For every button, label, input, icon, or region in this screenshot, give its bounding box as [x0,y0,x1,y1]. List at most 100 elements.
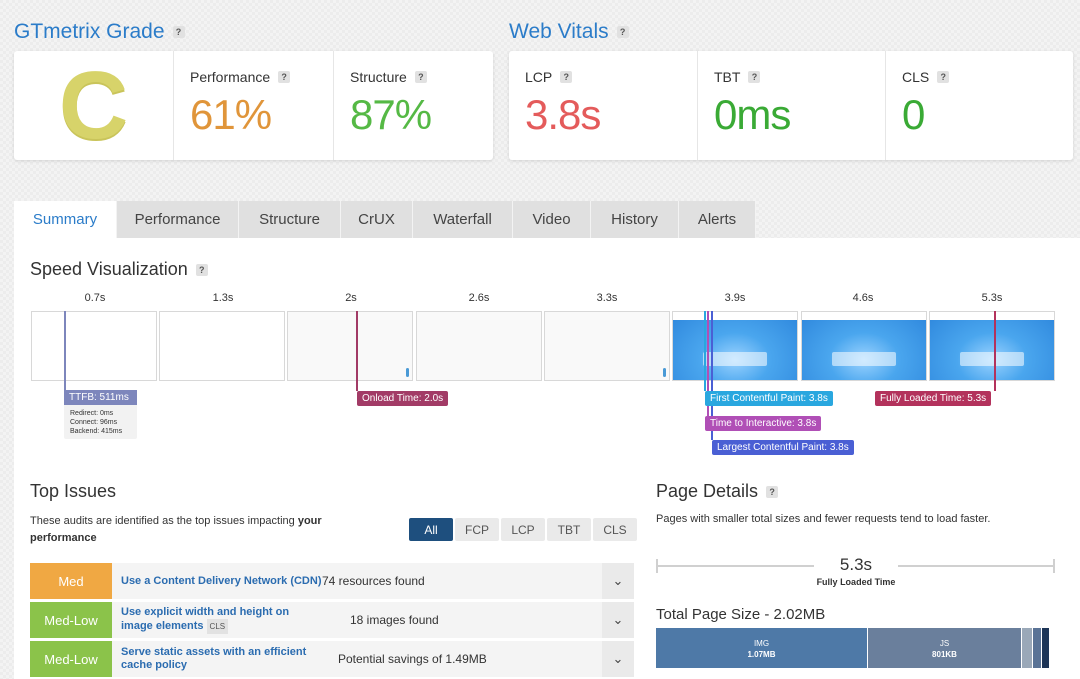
issue-found: 74 resources found [322,574,425,588]
lcp-metric: LCP ? 3.8s [509,51,697,160]
fcp-marker: First Contentful Paint: 3.8s [705,391,833,406]
issue-row[interactable]: Med Use a Content Delivery Network (CDN)… [30,563,634,599]
filmstrip-frame[interactable] [801,311,927,381]
web-vitals-card: LCP ? 3.8s TBT ? 0ms CLS ? 0 [509,51,1073,160]
tab-alerts[interactable]: Alerts [679,201,756,238]
cls-value: 0 [902,91,925,138]
page-details-description: Pages with smaller total sizes and fewer… [656,513,991,525]
issue-title[interactable]: Use explicit width and height on image e… [121,606,290,634]
help-icon[interactable]: ? [560,71,573,83]
timeline-end [1053,559,1055,573]
issue-title[interactable]: Serve static assets with an efficient ca… [121,646,307,671]
help-icon[interactable]: ? [748,71,761,83]
fully-loaded-value: 5.3s [814,555,898,575]
chevron-down-icon[interactable]: ⌄ [602,563,634,599]
severity-badge: Med-Low [30,641,112,677]
lcp-label: LCP [525,69,553,85]
help-icon[interactable]: ? [937,71,950,83]
web-vitals-title: Web Vitals [509,20,609,43]
issue-title[interactable]: Use a Content Delivery Network (CDN) [121,574,322,587]
web-vitals-heading: Web Vitals ? [509,20,629,44]
frame-time-label: 2s [345,292,357,304]
frame-time-label: 0.7s [84,292,106,304]
fully-loaded-label: Fully Loaded Time [816,577,896,587]
filmstrip-frame[interactable] [544,311,670,381]
severity-badge: Med [30,563,112,599]
help-icon[interactable]: ? [172,26,185,38]
help-icon[interactable]: ? [278,71,291,83]
issue-found: Potential savings of 1.49MB [338,652,487,666]
filmstrip-frame[interactable] [159,311,285,381]
onload-marker: Onload Time: 2.0s [357,391,449,406]
ttfb-tooltip: TTFB: 511ms Redirect: 0ms Connect: 96ms … [64,390,137,439]
cls-label: CLS [902,69,930,85]
tab-performance[interactable]: Performance [117,201,239,238]
tab-summary[interactable]: Summary [14,201,117,238]
chevron-down-icon[interactable]: ⌄ [602,641,634,677]
filter-cls[interactable]: CLS [593,518,637,541]
other-size-bar[interactable] [1022,628,1032,668]
onload-line [356,311,358,391]
tab-history[interactable]: History [591,201,679,238]
tbt-label: TBT [714,69,741,85]
issue-row[interactable]: Med-Low Use explicit width and height on… [30,602,634,638]
filter-lcp[interactable]: LCP [501,518,545,541]
tab-structure[interactable]: Structure [239,201,341,238]
performance-label: Performance [190,69,271,85]
tbt-metric: TBT ? 0ms [697,51,885,160]
filmstrip-frame[interactable] [672,311,798,381]
severity-badge: Med-Low [30,602,112,638]
grade-letter-box: C [14,51,173,160]
frame-time-label: 4.6s [852,292,874,304]
help-icon[interactable]: ? [414,71,427,83]
fully-loaded-line [994,311,996,391]
filmstrip-frame[interactable] [929,311,1055,381]
fully-loaded-marker: Fully Loaded Time: 5.3s [875,391,992,406]
issue-row[interactable]: Med-Low Serve static assets with an effi… [30,641,634,677]
loading-icon [406,368,409,377]
page-details-title: Page Details [656,481,759,501]
ttfb-line [64,311,66,391]
js-label: JS [939,639,950,648]
help-icon[interactable]: ? [766,485,779,498]
tab-waterfall[interactable]: Waterfall [413,201,513,238]
filmstrip-frame[interactable] [287,311,413,381]
grade-letter: C [58,51,129,159]
frame-time-label: 2.6s [468,292,490,304]
ttfb-redirect: Redirect: 0ms [70,410,114,417]
filter-fcp[interactable]: FCP [455,518,499,541]
cls-metric: CLS ? 0 [885,51,1073,160]
speed-visualization-title: Speed Visualization [30,259,188,279]
filmstrip-frame[interactable] [416,311,542,381]
structure-metric: Structure ? 87% [333,51,493,160]
frame-time-label: 5.3s [981,292,1003,304]
tab-crux[interactable]: CrUX [341,201,413,238]
filter-all[interactable]: All [409,518,453,541]
structure-label: Structure [350,69,407,85]
other-size-bar[interactable] [1033,628,1041,668]
issue-found: 18 images found [350,613,439,627]
total-page-size-title: Total Page Size - 2.02MB [656,606,826,623]
lcp-line [711,311,713,440]
help-icon[interactable]: ? [195,263,208,276]
filter-tbt[interactable]: TBT [547,518,591,541]
help-icon[interactable]: ? [616,26,629,38]
performance-metric: Performance ? 61% [173,51,333,160]
structure-value: 87% [350,91,432,138]
tbt-value: 0ms [714,91,791,138]
other-size-bar[interactable] [1042,628,1049,668]
tab-video[interactable]: Video [513,201,591,238]
gtmetrix-grade-heading: GTmetrix Grade ? [14,20,185,44]
lcp-marker: Largest Contentful Paint: 3.8s [712,440,854,455]
img-size-bar[interactable]: IMG 1.07MB [656,628,867,668]
frame-time-label: 3.9s [724,292,746,304]
frame-time-label: 1.3s [212,292,234,304]
img-value: 1.07MB [747,650,776,659]
js-value: 801KB [932,650,957,659]
chevron-down-icon[interactable]: ⌄ [602,602,634,638]
img-label: IMG [753,639,770,648]
js-size-bar[interactable]: JS 801KB [868,628,1021,668]
speed-visualization-heading: Speed Visualization ? [30,259,208,280]
top-issues-title: Top Issues [30,481,117,501]
filmstrip-frame[interactable] [31,311,157,381]
